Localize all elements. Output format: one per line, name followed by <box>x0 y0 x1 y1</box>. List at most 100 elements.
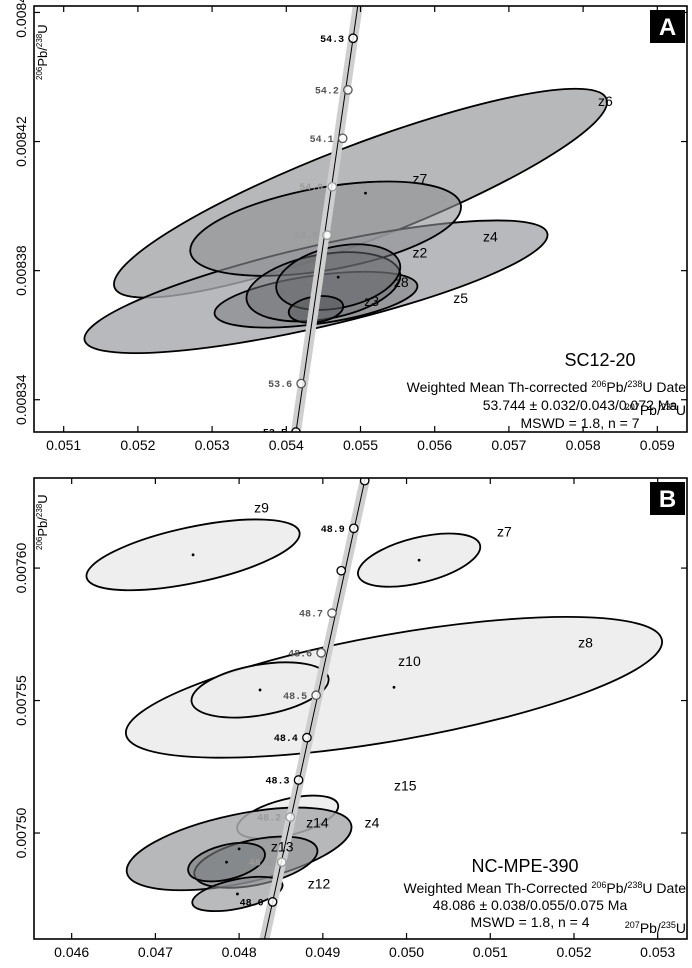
panel-b-info-line-1: Weighted Mean Th-Corrected 206Pb/238U Da… <box>404 880 687 896</box>
panel-a-age-marker-54-0 <box>327 181 338 192</box>
panel-b-age-label-48-5: 48.5 <box>283 692 307 703</box>
panel-a-label-z2: z2 <box>412 245 427 261</box>
panel-a-label-z3: z3 <box>364 293 379 309</box>
panel-b-label-z14: z14 <box>306 815 329 831</box>
panel-a-xtick-label: 0.058 <box>566 437 601 453</box>
panel-b-plot-area: 48.9 48.7 48.6 48.5 48.4 48.3 48.2 48.1 48.0 z8 z9… <box>85 478 663 939</box>
panel-b-centroid-z13 <box>225 860 228 864</box>
panel-a-plot-area: 54.3 54.2 54.1 54.0 53.9 53.6 53.5 z6 z4 z7 z5 z2z8… <box>83 6 613 440</box>
panel-b-ytick-label: 0.00750 <box>13 808 29 859</box>
panel-a-ticks: 0.051 0.052 0.053 0.054 0.055 0.056 0.057 0.058… <box>13 0 687 453</box>
panel-a-info-line-3: MSWD = 1.8, n = 7 <box>520 415 639 431</box>
panel-b-xtick-label: 0.046 <box>54 944 89 960</box>
panel-b-age-marker-48-8 <box>336 565 347 576</box>
panel-a-age-marker-54-2 <box>343 85 353 95</box>
panel-a-age-label-54-3: 54.3 <box>320 35 344 46</box>
panel-a-age-marker-54-3 <box>348 33 358 44</box>
panel-b-age-label-48-6: 48.6 <box>288 649 312 660</box>
panel-a-xtick-label: 0.056 <box>417 437 452 453</box>
panel-a-age-label-54-2: 54.2 <box>315 86 339 97</box>
panel-b-label-z12: z12 <box>308 876 331 892</box>
panel-a-ytick-label: 0.00834 <box>13 374 29 425</box>
panel-b-label-z7: z7 <box>497 523 512 539</box>
panel-b-centroid-z7 <box>417 558 421 562</box>
panel-b-age-marker-48-7 <box>327 608 337 618</box>
panel-a-xtick-label: 0.053 <box>195 437 230 453</box>
panel-a-xtick-label: 0.057 <box>491 437 526 453</box>
panel-b-label-z13: z13 <box>271 839 294 855</box>
panel-a-xtick-label: 0.059 <box>640 437 675 453</box>
panel-b: 48.9 48.7 48.6 48.5 48.4 48.3 48.2 48.1 48.0 z8 z9… <box>13 477 688 960</box>
panel-b-centroid-z12 <box>236 892 239 896</box>
panel-a-letter: A <box>659 14 676 41</box>
panel-a-age-label-53-5: 53.5 <box>263 429 287 440</box>
panel-b-xtick-label: 0.052 <box>556 944 591 960</box>
panel-a-xtick-label: 0.055 <box>343 437 378 453</box>
panel-b-label-z10: z10 <box>398 653 421 669</box>
panel-b-letter: B <box>659 486 676 513</box>
panel-a-age-label-54-0: 54.0 <box>299 183 323 194</box>
panel-b-age-label-48-9: 48.9 <box>321 525 345 536</box>
panel-a-ylabel: 206Pb/238U <box>35 24 50 80</box>
panel-b-xlabel: 207Pb/235U <box>625 920 686 936</box>
panel-b-age-marker-48-3 <box>293 775 304 785</box>
panel-b-age-marker-48-1 <box>276 857 287 868</box>
panel-b-centroid-z4 <box>237 847 241 851</box>
panel-b-ylabel: 206Pb/238U <box>35 494 50 550</box>
panel-a-xlabel: 207Pb/235U <box>625 402 686 418</box>
panel-b-centroid-z8 <box>392 685 396 689</box>
panel-a-label-z4: z4 <box>483 229 498 245</box>
panel-b-letter-box <box>650 482 685 515</box>
panel-b-ytick-label: 0.00755 <box>13 675 29 726</box>
panel-b-info-line-3: MSWD = 1.8, n = 4 <box>470 914 589 930</box>
panel-b-age-marker-48-2 <box>285 812 296 822</box>
panel-b-age-marker-49-0 <box>359 478 370 486</box>
panel-b-xtick-label: 0.048 <box>222 944 257 960</box>
panel-b-age-label-48-3: 48.3 <box>266 777 290 788</box>
panel-a-age-label-53-6: 53.6 <box>268 380 292 391</box>
panel-a-label-z7: z7 <box>412 171 427 187</box>
panel-a-ytick-label: 0.00838 <box>13 245 29 296</box>
panel-a-centroid-z6 <box>364 191 367 195</box>
panel-b-age-marker-48-6 <box>316 648 327 658</box>
panel-a-age-marker-53-6 <box>296 378 306 389</box>
panel-a-age-marker-53-9 <box>322 230 332 240</box>
panel-b-info-line-2: 48.086 ± 0.038/0.055/0.075 Ma <box>433 897 628 913</box>
panel-b-xtick-label: 0.050 <box>389 944 424 960</box>
panel-b-label-z4: z4 <box>365 815 380 831</box>
panel-b-centroid-z9 <box>191 553 195 557</box>
panel-a-letter-box <box>650 10 685 43</box>
panel-a-age-label-53-9: 53.9 <box>294 232 318 243</box>
panel-b-age-label-48-4: 48.4 <box>274 734 298 745</box>
panel-b-age-marker-48-4 <box>302 732 312 743</box>
panel-a: 54.3 54.2 54.1 54.0 53.9 53.6 53.5 z6 z4 z7 z5 z2z8… <box>13 0 688 453</box>
panel-a-xtick-label: 0.052 <box>120 437 155 453</box>
panel-b-xtick-label: 0.049 <box>305 944 340 960</box>
panel-a-ytick-label: 0.00846 <box>13 0 29 38</box>
panel-b-ticks: 0.046 0.047 0.048 0.049 0.050 0.051 0.052 0.053… <box>13 478 687 960</box>
panel-b-age-label-48-7: 48.7 <box>299 610 323 621</box>
panel-a-age-marker-54-1 <box>337 133 348 144</box>
panel-a-ytick-label: 0.00842 <box>13 116 29 167</box>
panel-b-age-label-48-0: 48.0 <box>240 898 264 909</box>
panel-a-xtick-label: 0.054 <box>269 437 304 453</box>
panel-b-age-label-48-2: 48.2 <box>257 814 281 825</box>
panel-b-frame <box>33 477 688 940</box>
panel-a-label-z6: z6 <box>598 93 613 109</box>
panel-a-info-line-2: 53.744 ± 0.032/0.043/0.072 Ma <box>483 397 678 413</box>
panel-b-age-marker-48-9 <box>348 523 359 534</box>
panel-a-centroid-z8 <box>336 275 340 279</box>
panel-a-age-label-54-1: 54.1 <box>310 135 334 146</box>
panel-b-xtick-label: 0.053 <box>640 944 675 960</box>
panel-b-centroid-z10 <box>258 688 262 692</box>
panel-a-label-z5: z5 <box>453 290 468 306</box>
panel-a-sample-name: SC12-20 <box>564 350 635 370</box>
panel-a-label-z8: z8 <box>394 274 409 290</box>
panel-b-age-marker-48-0 <box>267 897 278 907</box>
panel-b-ytick-label: 0.00760 <box>13 543 29 594</box>
panel-b-age-marker-48-5 <box>311 690 321 701</box>
panel-b-age-label-48-1: 48.1 <box>249 859 273 870</box>
panel-b-xtick-label: 0.051 <box>473 944 508 960</box>
panel-b-xtick-label: 0.047 <box>138 944 173 960</box>
